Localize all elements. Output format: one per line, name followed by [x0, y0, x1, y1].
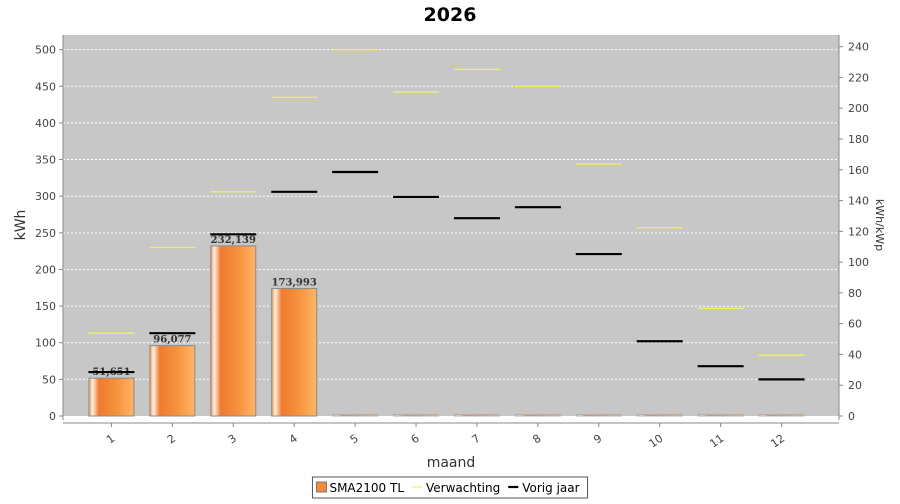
y2-axis-label: kWh/kWp	[873, 199, 886, 251]
bar	[271, 288, 318, 417]
y2-tick-label: 180	[848, 133, 869, 146]
bar	[514, 414, 561, 417]
y2-tick-label: 200	[848, 102, 869, 115]
x-tick-label: 1	[104, 432, 117, 447]
y-tick-label: 100	[35, 337, 56, 350]
bar	[697, 414, 744, 417]
x-tick-label: 11	[707, 432, 726, 451]
bar	[210, 245, 257, 417]
x-axis-label: maand	[427, 455, 476, 471]
x-tick-label: 2	[165, 432, 178, 447]
legend-label: Vorig jaar	[522, 481, 579, 495]
y2-tick-label: 240	[848, 41, 869, 54]
y2-tick-label: 100	[848, 256, 869, 269]
y2-tick-label: 120	[848, 225, 869, 238]
y2-tick-label: 0	[848, 410, 855, 423]
y2-tick-label: 160	[848, 164, 869, 177]
y2-tick-label: 80	[848, 287, 862, 300]
y2-tick-label: 20	[848, 379, 862, 392]
bar	[758, 414, 805, 417]
legend: SMA2100 TL Verwachting Vorig jaar	[311, 476, 589, 499]
chart-title: 2026	[424, 4, 477, 26]
y-axis-label: kWh	[13, 210, 29, 241]
x-tick-label: 6	[409, 432, 422, 447]
y2-tick-label: 60	[848, 318, 862, 331]
y-tick-label: 150	[35, 300, 56, 313]
y-tick-label: 500	[35, 44, 56, 57]
x-tick-label: 9	[591, 432, 604, 447]
y-tick-label: 350	[35, 154, 56, 167]
x-tick-label: 8	[530, 432, 543, 447]
bar	[575, 414, 622, 417]
y-tick-label: 450	[35, 80, 56, 93]
x-tick-label: 3	[226, 432, 239, 447]
y2-tick-label: 40	[848, 348, 862, 361]
bar	[636, 414, 683, 417]
bar	[88, 377, 135, 417]
x-tick-label: 7	[469, 432, 482, 447]
x-tick-label: 12	[768, 432, 787, 451]
lines-layer	[88, 49, 805, 381]
x-tick-label: 10	[647, 432, 666, 451]
bar-data-label: 173,993	[272, 278, 317, 289]
bar-data-label: 232,139	[211, 235, 256, 246]
y-tick-label: 200	[35, 263, 56, 276]
legend-label: SMA2100 TL	[329, 481, 404, 495]
y-tick-label: 400	[35, 117, 56, 130]
bar-data-label: 96,077	[153, 335, 191, 346]
axes-layer: 0 50 100 150 200 250 300 350 400 450 500 0 20 40 60 80 1…	[35, 35, 869, 450]
y-tick-label: 300	[35, 190, 56, 203]
x-tick-label: 4	[287, 432, 300, 447]
y2-tick-label: 140	[848, 195, 869, 208]
y-tick-label: 50	[42, 373, 56, 386]
y2-tick-label: 220	[848, 71, 869, 84]
y-tick-label: 0	[49, 410, 56, 423]
bar	[453, 414, 500, 417]
legend-swatch	[315, 481, 327, 493]
legend-box	[311, 476, 589, 499]
x-tick-label: 5	[348, 432, 361, 447]
bar	[332, 414, 379, 417]
bar	[149, 345, 196, 417]
legend-label: Verwachting	[426, 481, 500, 495]
bar	[393, 414, 440, 417]
y-tick-label: 250	[35, 227, 56, 240]
